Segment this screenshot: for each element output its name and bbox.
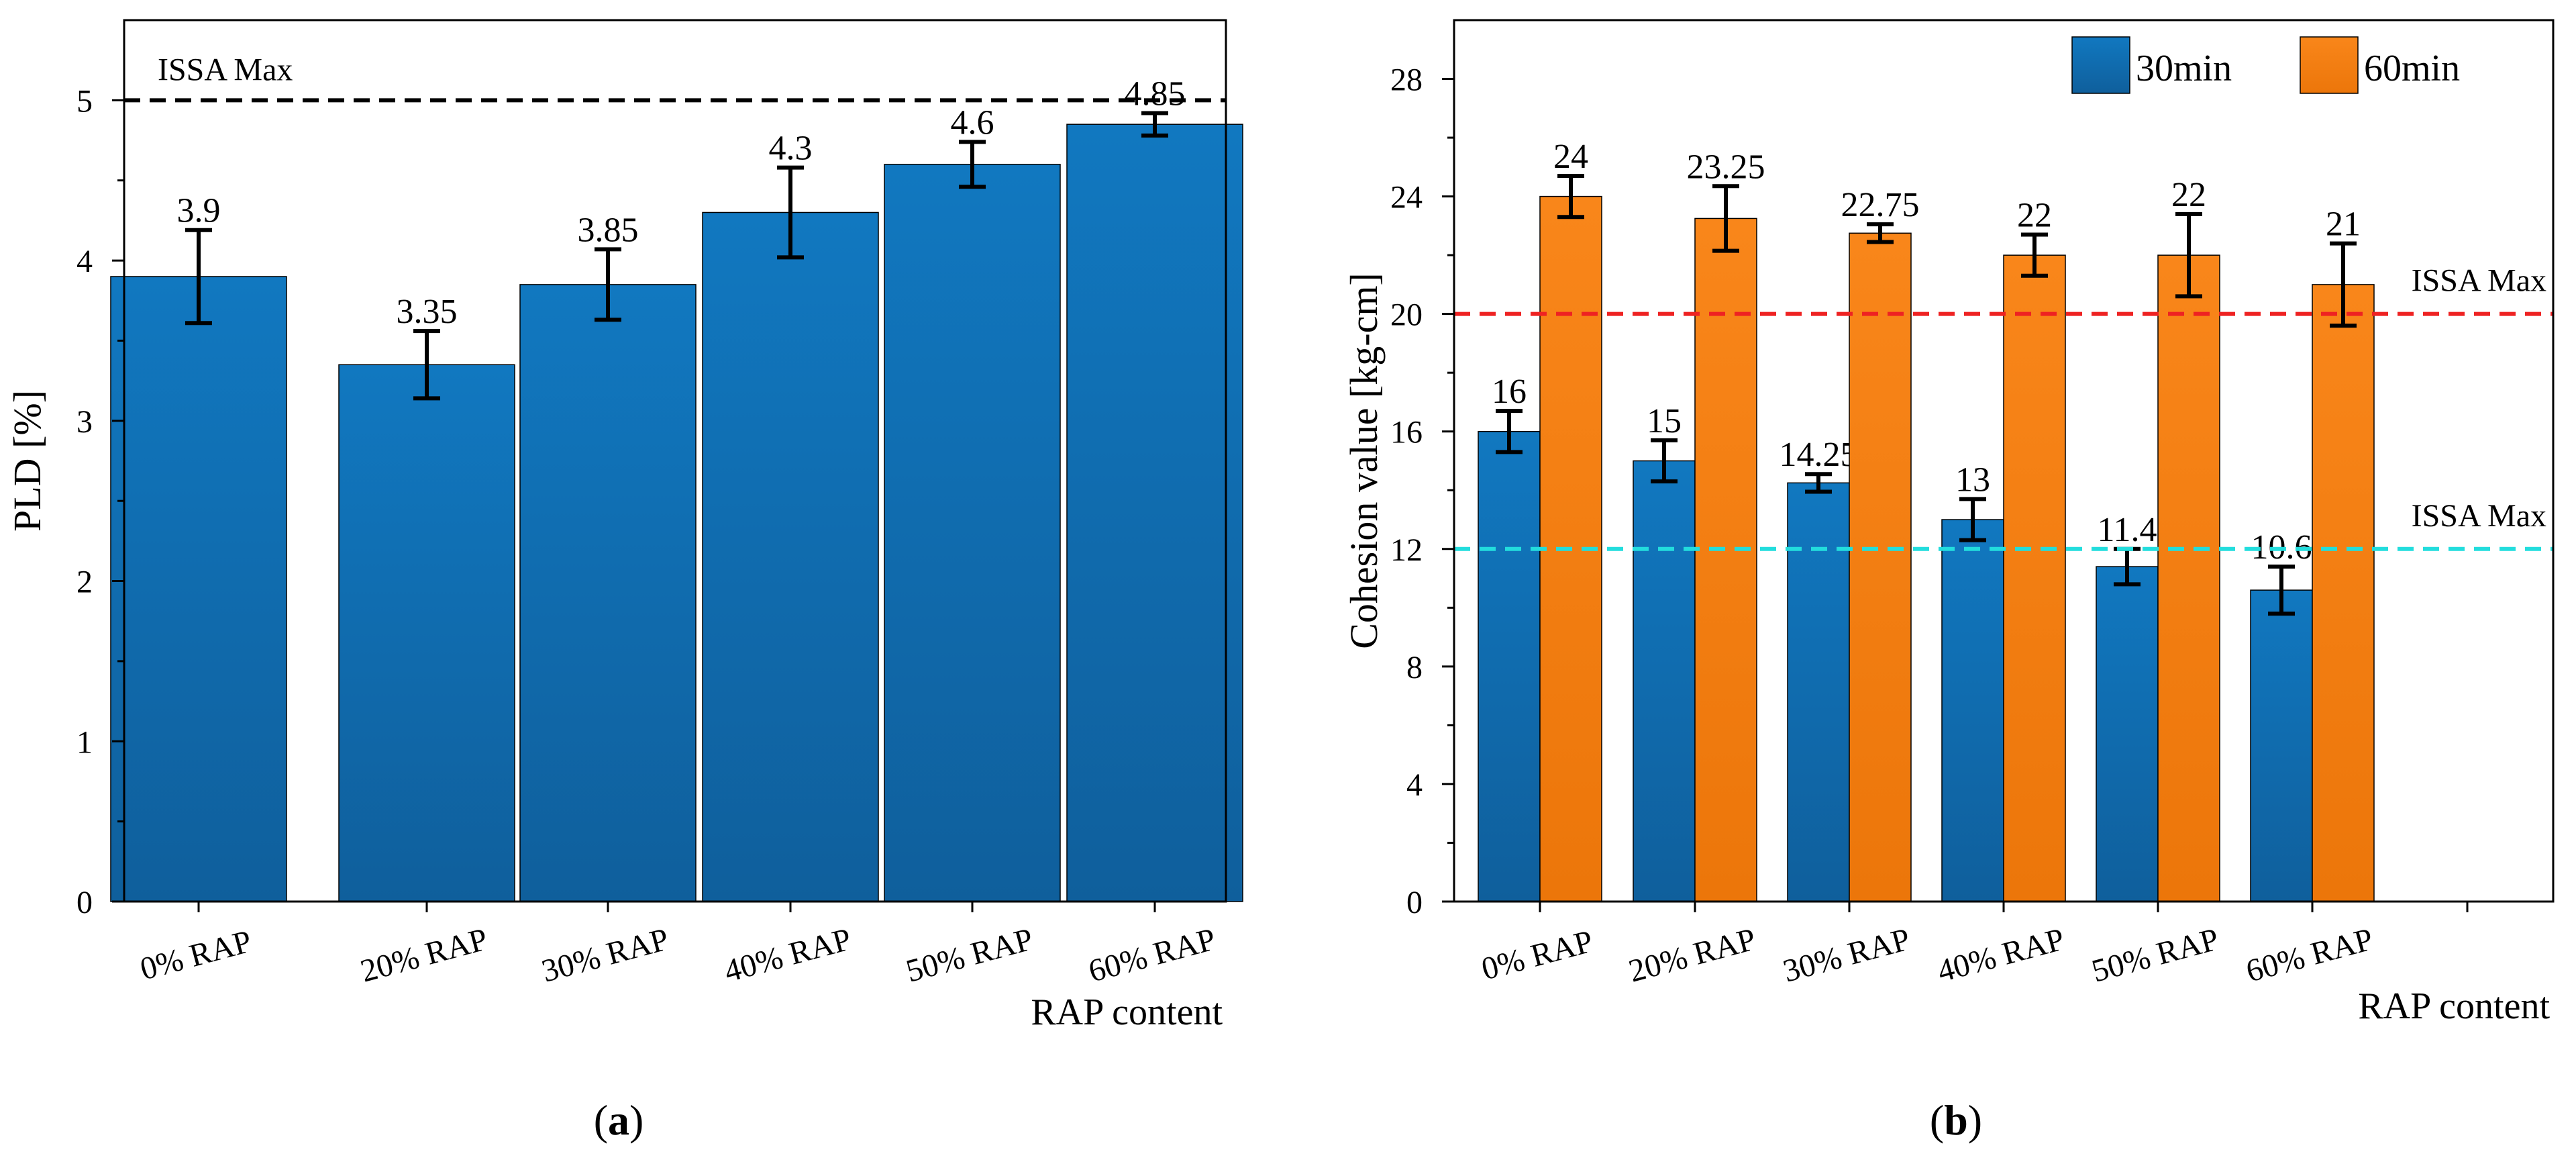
data-label: 21 [2326, 205, 2361, 244]
data-label: 4.3 [769, 130, 813, 168]
y-tick-label: 4 [76, 244, 93, 279]
reference-line-label: ISSA Max [2412, 498, 2546, 534]
data-label: 3.85 [578, 211, 639, 249]
data-label: 11.4 [2097, 511, 2157, 549]
data-label: 15 [1647, 402, 1682, 440]
legend-label-30min: 30min [2136, 48, 2232, 89]
y-tick-label: 3 [76, 404, 93, 440]
panel-label-close: ) [629, 1096, 643, 1144]
panel-label-close: ) [1968, 1096, 1982, 1144]
data-label: 4.85 [1125, 75, 1186, 113]
bar-pld-0 [110, 276, 287, 902]
bar-pld-3 [702, 211, 879, 902]
x-axis-title: RAP content [2358, 985, 2550, 1027]
x-tick-label: 40% RAP [721, 921, 855, 989]
y-axis-title: PLD [%] [5, 390, 49, 532]
reference-line-label: ISSA Max [158, 52, 293, 87]
x-tick-label: 0% RAP [1478, 924, 1596, 987]
bar-pld-1 [338, 364, 515, 902]
x-tick-label: 30% RAP [1780, 921, 1914, 989]
bar-30min-1 [1633, 460, 1696, 902]
bar-30min-2 [1787, 482, 1850, 902]
data-label: 3.35 [397, 293, 458, 331]
data-label: 22 [2171, 176, 2206, 214]
x-tick-label: 40% RAP [1934, 921, 2068, 989]
x-axis-title: RAP content [1031, 992, 1223, 1033]
data-label: 23.25 [1687, 148, 1765, 186]
y-tick-label: 20 [1390, 297, 1423, 333]
y-tick-label: 5 [76, 83, 93, 119]
legend-swatch-60min [2300, 36, 2359, 94]
panel-label-open: ( [594, 1096, 608, 1144]
legend-label-60min: 60min [2364, 48, 2460, 89]
y-tick-label: 8 [1406, 650, 1423, 685]
data-label: 14.25 [1780, 436, 1858, 474]
bar-30min-3 [1941, 519, 2004, 902]
bar-30min-0 [1478, 430, 1541, 902]
panel-label: (a) [594, 1096, 644, 1144]
y-tick-label: 0 [1406, 885, 1423, 920]
y-tick-label: 16 [1390, 415, 1423, 450]
y-tick-label: 24 [1390, 180, 1423, 215]
x-tick-label: 20% RAP [1625, 921, 1759, 989]
panel-label: (b) [1930, 1096, 1982, 1144]
data-label: 16 [1492, 373, 1527, 411]
y-axis-title: Cohesion value [kg-cm] [1342, 273, 1386, 649]
bar-60min-1 [1694, 218, 1757, 902]
panel-label-letter: b [1944, 1096, 1968, 1144]
panel-label-letter: a [608, 1096, 629, 1144]
x-tick-label: 20% RAP [357, 921, 491, 989]
y-tick-label: 0 [76, 885, 93, 920]
y-tick-label: 12 [1390, 532, 1423, 568]
data-label: 4.6 [951, 103, 994, 142]
data-label: 13 [1955, 461, 1990, 499]
x-tick-label: 60% RAP [2243, 921, 2377, 989]
bar-60min-2 [1849, 232, 1912, 902]
data-label: 3.9 [177, 192, 221, 230]
bar-pld-5 [1066, 124, 1243, 902]
bar-30min-4 [2096, 566, 2159, 902]
reference-line-label: ISSA Max [2412, 263, 2546, 299]
y-tick-label: 28 [1390, 62, 1423, 98]
y-tick-label: 1 [76, 724, 93, 760]
panel-label-open: ( [1930, 1096, 1944, 1144]
bar-pld-4 [884, 164, 1061, 902]
data-label: 22.75 [1841, 186, 1920, 224]
bar-60min-3 [2003, 254, 2066, 902]
bar-60min-4 [2157, 254, 2220, 902]
bar-60min-5 [2312, 284, 2375, 902]
data-label: 24 [1553, 138, 1588, 176]
x-tick-label: 50% RAP [2088, 921, 2222, 989]
x-tick-label: 0% RAP [136, 924, 255, 987]
legend-swatch-30min [2071, 36, 2130, 94]
bar-pld-2 [519, 284, 697, 902]
bar-30min-5 [2250, 589, 2313, 902]
y-tick-label: 4 [1406, 767, 1423, 803]
axes-frame [123, 19, 1227, 903]
data-label: 22 [2017, 196, 2052, 234]
x-tick-label: 50% RAP [903, 921, 1037, 989]
y-tick-label: 2 [76, 565, 93, 600]
x-tick-label: 60% RAP [1085, 921, 1219, 989]
x-tick-label: 30% RAP [538, 921, 672, 989]
